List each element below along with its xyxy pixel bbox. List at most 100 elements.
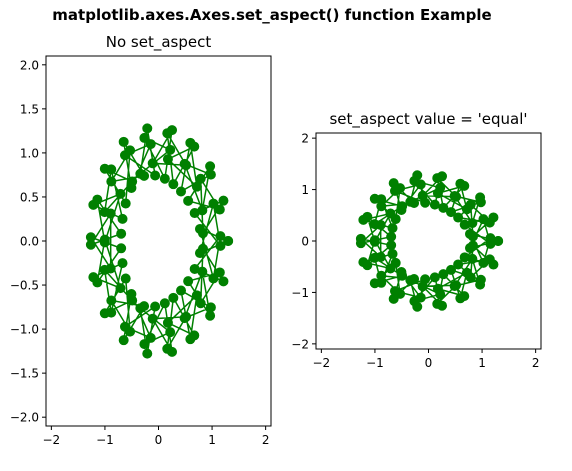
data-point [165, 144, 176, 155]
data-point [375, 219, 386, 230]
data-point [145, 332, 156, 343]
data-point [205, 302, 216, 313]
y-tick-label: 1.0 [20, 146, 39, 160]
data-point [387, 248, 398, 259]
data-point [429, 272, 440, 283]
data-point [189, 141, 200, 152]
data-point [205, 310, 216, 321]
data-point [165, 327, 176, 338]
y-tick-label: 1 [301, 183, 309, 197]
axes-right-data [355, 170, 504, 312]
data-point [117, 258, 128, 269]
data-point [99, 264, 110, 275]
data-point [195, 298, 206, 309]
y-tick-label: 0 [301, 235, 309, 249]
data-point [478, 257, 489, 268]
data-point [214, 267, 225, 278]
data-point [449, 281, 460, 292]
x-tick-label: −2 [313, 356, 331, 370]
data-point [438, 202, 449, 213]
data-point [162, 154, 173, 165]
data-point [493, 235, 504, 246]
data-point [376, 270, 387, 281]
axes-right-frame [315, 132, 542, 350]
data-point [464, 228, 475, 239]
data-point [488, 259, 499, 270]
data-point [195, 173, 206, 184]
data-point [215, 240, 226, 251]
data-point [451, 191, 462, 202]
x-tick-label: −2 [43, 433, 61, 447]
data-point [176, 186, 187, 197]
data-point [197, 243, 208, 254]
data-point [117, 213, 128, 224]
data-point [215, 231, 226, 242]
data-point [208, 273, 219, 284]
axes-left-data [85, 123, 234, 359]
data-point [120, 198, 131, 209]
data-point [191, 290, 202, 301]
data-point [183, 195, 194, 206]
data-point [223, 235, 234, 246]
axes-left-ticks: −2 −1 0 1 2 −2.0 −1.5 −1.0 −0.5 0.0 0.5 1.0 1.5 2.0 [10, 58, 270, 447]
y-tick-label: −0.5 [10, 279, 39, 293]
x-tick-label: 1 [208, 433, 216, 447]
data-point [362, 211, 373, 222]
data-point [145, 139, 156, 150]
data-point [168, 292, 179, 303]
data-point [162, 317, 173, 328]
data-point [409, 197, 420, 208]
y-tick-label: −2.0 [10, 411, 39, 425]
data-point [396, 266, 407, 277]
data-point [467, 240, 478, 251]
data-point [176, 285, 187, 296]
data-point [183, 276, 194, 287]
data-point [437, 171, 448, 182]
data-point [142, 123, 153, 134]
data-point [127, 176, 138, 187]
data-point [432, 298, 443, 309]
data-point [459, 180, 470, 191]
figure-suptitle: matplotlib.axes.Axes.set_aspect() functi… [52, 6, 491, 24]
data-point [369, 278, 380, 289]
data-point [395, 183, 406, 194]
data-point [455, 293, 466, 304]
data-point [125, 145, 136, 156]
axes-left-title: No set_aspect [106, 33, 212, 52]
y-tick-label: −1.0 [10, 323, 39, 337]
data-point [446, 207, 457, 218]
data-point [412, 170, 423, 181]
data-point [459, 252, 470, 263]
data-point [208, 198, 219, 209]
data-point [369, 235, 380, 246]
data-point [409, 296, 420, 307]
data-point [116, 228, 127, 239]
data-point [179, 313, 190, 324]
data-point [218, 276, 229, 287]
y-tick-label: 2.0 [20, 58, 39, 72]
y-tick-label: −1.5 [10, 367, 39, 381]
data-point [432, 283, 443, 294]
data-point [446, 264, 457, 275]
x-tick-label: −1 [96, 433, 114, 447]
data-point [385, 208, 396, 219]
data-point [147, 158, 158, 169]
data-point [139, 339, 150, 350]
data-point [205, 161, 216, 172]
series-line [358, 172, 499, 310]
data-point [453, 212, 464, 223]
data-point [116, 243, 127, 254]
data-point [106, 176, 117, 187]
data-point [139, 170, 150, 181]
x-tick-label: 0 [155, 433, 163, 447]
data-point [417, 281, 428, 292]
axes-left-frame [45, 55, 272, 427]
data-point [118, 136, 129, 147]
data-point [135, 303, 146, 314]
data-point [355, 233, 366, 244]
data-point [147, 313, 158, 324]
data-point [120, 273, 131, 284]
data-point [99, 308, 110, 319]
data-point [105, 208, 116, 219]
